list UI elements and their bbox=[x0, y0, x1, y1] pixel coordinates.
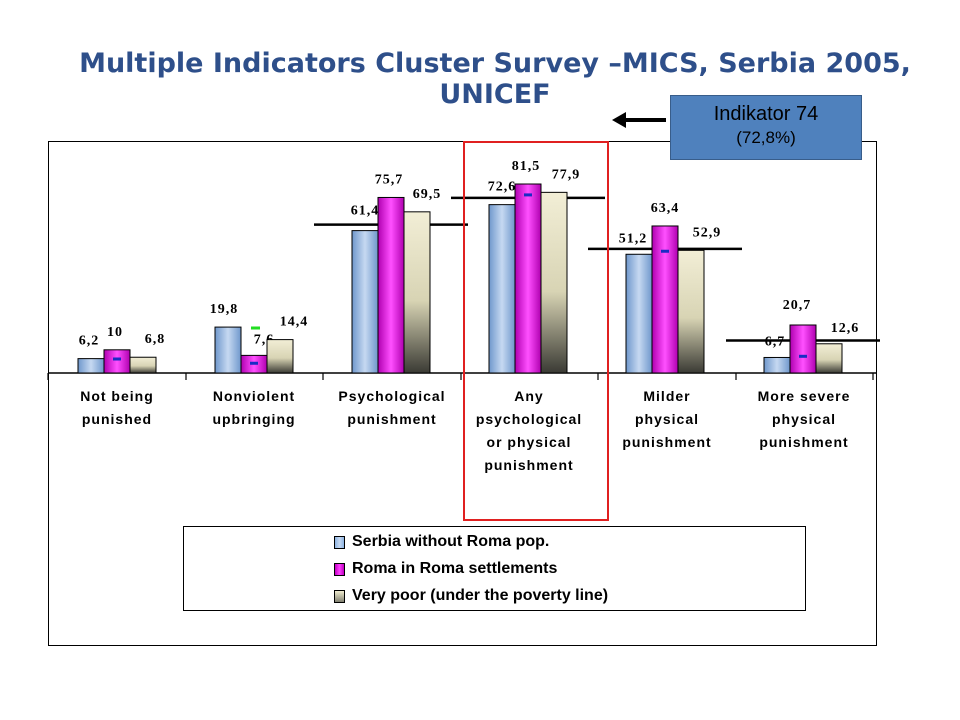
category-label: Milder bbox=[643, 388, 690, 404]
arrow-left-icon bbox=[612, 108, 668, 137]
category-label: punishment bbox=[347, 411, 436, 427]
data-label: 19,8 bbox=[210, 302, 239, 317]
category-label: punishment bbox=[484, 457, 573, 473]
legend-label: Very poor (under the poverty line) bbox=[352, 587, 609, 604]
category-label: punishment bbox=[759, 434, 848, 450]
bar bbox=[763, 356, 791, 374]
category-label: Nonviolent bbox=[213, 388, 295, 404]
data-label: 63,4 bbox=[651, 201, 680, 216]
data-label: 10 bbox=[107, 325, 123, 340]
bar bbox=[488, 204, 516, 374]
data-label: 12,6 bbox=[831, 321, 860, 336]
category-label: upbringing bbox=[212, 411, 295, 427]
data-label: 51,2 bbox=[619, 231, 648, 246]
legend-swatch bbox=[334, 562, 345, 576]
page-title: Multiple Indicators Cluster Survey –MICS… bbox=[79, 48, 911, 110]
category-label: physical bbox=[635, 411, 699, 427]
bar bbox=[677, 249, 705, 374]
bar bbox=[789, 324, 817, 374]
bar bbox=[815, 343, 843, 374]
category-label: punishment bbox=[622, 434, 711, 450]
legend-swatch bbox=[334, 535, 345, 549]
bar bbox=[625, 253, 653, 374]
data-label: 6,8 bbox=[145, 332, 166, 347]
data-label: 6,7 bbox=[765, 334, 786, 349]
category-label: or physical bbox=[487, 434, 572, 450]
bar bbox=[351, 230, 379, 374]
callout-title: Indikator 74 bbox=[713, 103, 819, 125]
bar bbox=[77, 358, 105, 374]
bar bbox=[129, 356, 157, 374]
category-label: punished bbox=[82, 411, 152, 427]
legend: Serbia without Roma pop. Roma in Roma se… bbox=[183, 526, 806, 611]
data-label: 81,5 bbox=[512, 159, 541, 174]
bar bbox=[540, 191, 568, 374]
data-label: 77,9 bbox=[552, 167, 581, 182]
bar bbox=[403, 211, 431, 374]
data-label: 61,4 bbox=[351, 204, 380, 219]
data-label: 69,5 bbox=[413, 187, 442, 202]
data-label: 75,7 bbox=[375, 172, 404, 187]
legend-item: Very poor (under the poverty line) bbox=[334, 585, 608, 607]
data-label: 14,4 bbox=[280, 315, 309, 330]
bar bbox=[103, 349, 131, 374]
category-label: More severe bbox=[758, 388, 851, 404]
category-label: psychological bbox=[476, 411, 582, 427]
bar bbox=[651, 225, 679, 374]
legend-swatch bbox=[334, 589, 345, 603]
bar bbox=[266, 339, 294, 374]
legend-item: Serbia without Roma pop. bbox=[334, 531, 549, 553]
data-label: 20,7 bbox=[783, 298, 812, 313]
category-label: Any bbox=[514, 388, 543, 404]
chart-frame bbox=[48, 141, 877, 646]
bar bbox=[214, 326, 242, 374]
legend-item: Roma in Roma settlements bbox=[334, 558, 557, 580]
category-label: Psychological bbox=[338, 388, 445, 404]
callout-value: (72,8%) bbox=[736, 128, 796, 147]
data-label: 72,6 bbox=[488, 180, 517, 195]
data-label: 6,2 bbox=[79, 334, 100, 349]
data-label: 52,9 bbox=[693, 225, 722, 240]
indicator-callout: Indikator 74 (72,8%) bbox=[670, 95, 862, 160]
bar bbox=[377, 196, 405, 374]
category-label: Not being bbox=[80, 388, 154, 404]
bar bbox=[514, 183, 542, 374]
legend-label: Roma in Roma settlements bbox=[352, 560, 558, 577]
legend-label: Serbia without Roma pop. bbox=[352, 533, 550, 550]
category-label: physical bbox=[772, 411, 836, 427]
highlight-box bbox=[463, 141, 609, 521]
